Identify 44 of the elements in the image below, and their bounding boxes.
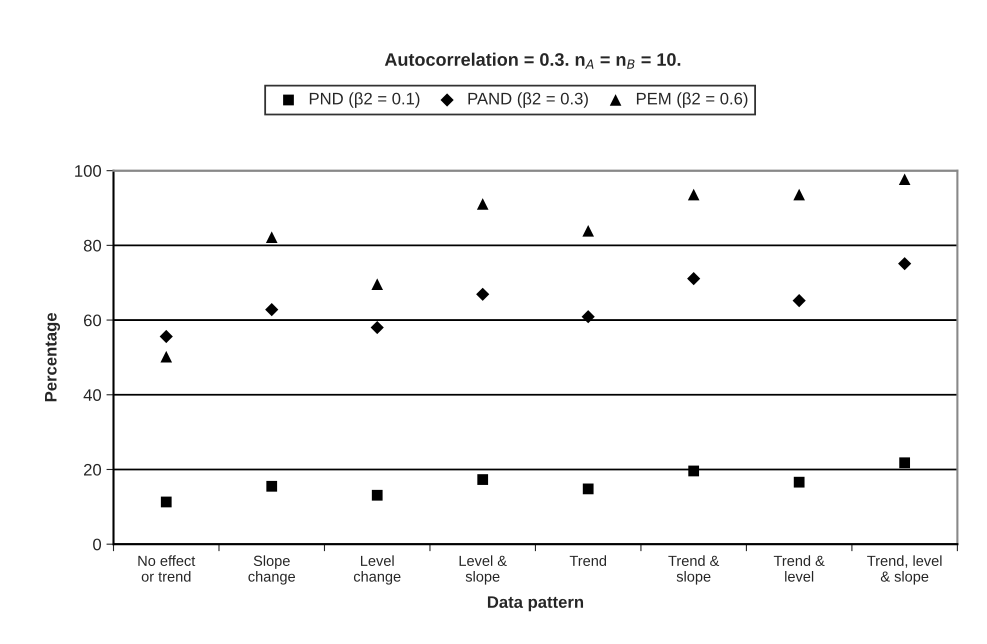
y-axis-title: Percentage xyxy=(45,313,60,402)
point xyxy=(793,188,805,200)
x-tick-label: Level change xyxy=(354,555,400,585)
x-tick-label: Trend, level & slope xyxy=(867,555,942,585)
point xyxy=(371,278,384,290)
point xyxy=(687,272,700,286)
x-axis-title: Data pattern xyxy=(488,596,584,612)
point xyxy=(582,224,594,237)
x-tick-label: No effect or trend xyxy=(138,555,196,582)
point xyxy=(898,257,912,270)
point xyxy=(582,484,594,494)
point xyxy=(266,231,278,243)
point xyxy=(476,288,490,301)
y-tick-label: 0 xyxy=(93,538,102,550)
point xyxy=(688,466,700,476)
point xyxy=(160,330,173,344)
legend-label: PND (β2 = 0.1) xyxy=(310,92,420,108)
point xyxy=(582,310,595,324)
y-tick-label: 100 xyxy=(75,165,102,177)
point xyxy=(160,350,172,362)
point xyxy=(370,320,384,334)
legend-label: PAND (β2 = 0.3) xyxy=(468,92,588,108)
point xyxy=(688,188,700,200)
x-tick-label: Trend & slope xyxy=(668,555,720,585)
legend-label: PEM (β2 = 0.6) xyxy=(636,92,748,108)
y-tick-label: 40 xyxy=(84,389,102,401)
point xyxy=(372,490,383,501)
point xyxy=(160,496,172,508)
x-tick-label: Trend & level xyxy=(774,555,825,582)
point xyxy=(898,173,910,186)
y-tick-label: 60 xyxy=(84,314,102,326)
point xyxy=(794,476,805,488)
x-tick-label: Level & slope xyxy=(460,555,507,585)
chart-title: Autocorrelation = 0.3. n$_{A}$ = n$_{B}$ = 10. xyxy=(384,52,680,69)
point xyxy=(899,457,910,468)
point xyxy=(265,303,278,316)
point xyxy=(792,294,806,308)
y-tick-label: 80 xyxy=(84,240,102,252)
y-tick-label: 20 xyxy=(84,464,102,476)
x-tick-label: Slope change xyxy=(248,555,296,585)
point xyxy=(477,474,488,485)
x-tick-label: Trend xyxy=(570,555,606,566)
point xyxy=(476,198,489,210)
point xyxy=(266,480,278,492)
